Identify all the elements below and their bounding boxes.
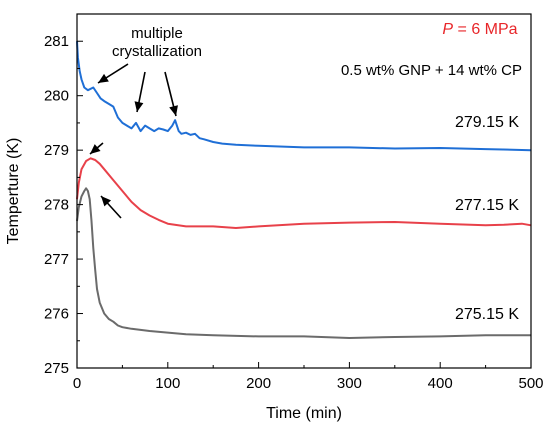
y-tick-label: 277 (44, 251, 69, 268)
y-tick-label: 278 (44, 197, 69, 214)
arrow-head (98, 73, 109, 83)
series-label: 275.15 K (455, 306, 519, 323)
y-tick-label: 281 (44, 33, 69, 50)
series-label: 277.15 K (455, 197, 519, 214)
x-tick-label: 200 (246, 375, 271, 392)
series-line-27915 (76, 41, 532, 152)
pressure-annotation: P = 6 MPa (442, 21, 517, 38)
arrow-head (90, 144, 101, 154)
series-line-27715 (76, 157, 532, 229)
series-line-27515 (76, 187, 531, 339)
x-tick-label: 400 (428, 375, 453, 392)
composition-annotation: 0.5 wt% GNP + 14 wt% CP (341, 62, 522, 79)
y-tick-label: 280 (44, 88, 69, 105)
y-tick-label: 279 (44, 142, 69, 159)
x-tick-label: 0 (73, 375, 81, 392)
crystallization-annotation-line2: crystallization (112, 43, 202, 60)
y-tick-label: 276 (44, 306, 69, 323)
pressure-value: = 6 MPa (453, 21, 518, 38)
x-axis-label: Time (min) (266, 405, 342, 422)
arrow-head (134, 101, 144, 112)
x-tick-label: 300 (337, 375, 362, 392)
x-tick-label: 100 (155, 375, 180, 392)
y-tick-label: 275 (44, 360, 69, 377)
pressure-symbol: P (442, 21, 453, 38)
y-axis-label: Temperture (K) (5, 138, 22, 245)
x-tick-label: 500 (518, 375, 543, 392)
crystallization-annotation-line1: multiple (131, 25, 183, 42)
annotation-arrows (89, 63, 178, 219)
arrow-head (101, 196, 112, 207)
series-label: 279.15 K (455, 114, 519, 131)
arrow-head (169, 105, 178, 116)
